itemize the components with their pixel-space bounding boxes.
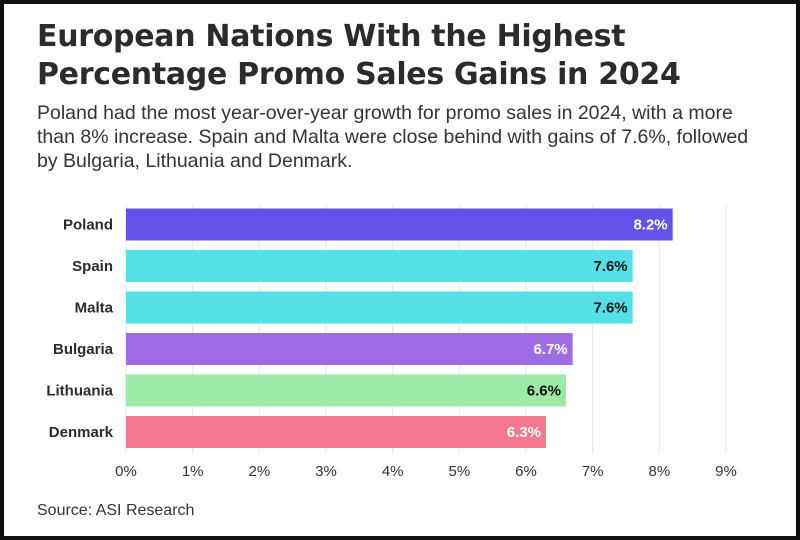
x-tick-label: 8% xyxy=(648,463,670,480)
x-axis-tick-labels: 0% 1% 2% 3% 4% 5% 6% 7% 8% 9% xyxy=(115,463,737,480)
chart-title: European Nations With the Highest Percen… xyxy=(37,19,681,92)
x-tick-label: 1% xyxy=(182,463,204,480)
chart-subtitle: Poland had the most year-over-year growt… xyxy=(37,102,749,172)
category-label: Denmark xyxy=(49,424,114,441)
x-tick-label: 0% xyxy=(115,463,137,480)
x-tick-label: 3% xyxy=(315,463,337,480)
bar-bulgaria xyxy=(126,333,573,365)
value-label: 6.3% xyxy=(507,424,541,441)
category-label: Poland xyxy=(63,217,113,234)
bars xyxy=(126,208,673,448)
x-tick-label: 7% xyxy=(582,463,604,480)
bar-lithuania xyxy=(126,374,566,407)
x-tick-label: 6% xyxy=(515,463,537,480)
category-label: Bulgaria xyxy=(53,341,114,358)
category-labels: Poland Spain Malta Bulgaria Lithuania Denmark xyxy=(46,217,113,442)
category-label: Spain xyxy=(72,258,113,275)
x-tick-label: 2% xyxy=(248,463,270,480)
x-tick-label: 4% xyxy=(382,463,404,480)
gridlines xyxy=(125,205,727,453)
x-tick-label: 9% xyxy=(715,463,737,480)
x-tick-label: 5% xyxy=(448,463,470,480)
bar-malta xyxy=(126,291,633,324)
value-label: 6.7% xyxy=(533,341,567,358)
value-label: 7.6% xyxy=(593,258,627,275)
category-label: Lithuania xyxy=(46,383,113,400)
value-labels: 8.2% 7.6% 7.6% 6.7% 6.6% 6.3% xyxy=(507,217,668,442)
category-label: Malta xyxy=(75,300,114,317)
bar-poland xyxy=(126,208,673,241)
bar-denmark xyxy=(126,416,546,448)
bar-spain xyxy=(126,250,633,282)
source-note: Source: ASI Research xyxy=(37,502,195,519)
value-label: 6.6% xyxy=(527,383,561,400)
value-label: 7.6% xyxy=(593,300,627,317)
value-label: 8.2% xyxy=(633,217,667,234)
